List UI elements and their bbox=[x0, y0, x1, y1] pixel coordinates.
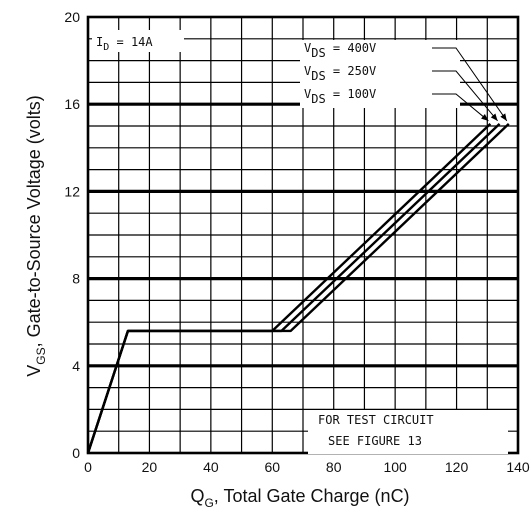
x-tick-label: 0 bbox=[84, 459, 92, 475]
y-tick-label: 12 bbox=[64, 183, 80, 199]
series-layer bbox=[86, 122, 510, 454]
x-tick-label: 120 bbox=[445, 459, 469, 475]
y-tick-label: 20 bbox=[64, 9, 80, 25]
plot-border bbox=[86, 15, 520, 455]
legend-leader-line bbox=[432, 70, 498, 122]
y-tick-label: 0 bbox=[72, 445, 80, 461]
note-line-2: SEE FIGURE 13 bbox=[328, 434, 422, 448]
x-tick-label: 80 bbox=[326, 459, 342, 475]
y-tick-label: 4 bbox=[72, 358, 80, 374]
note-line-1: FOR TEST CIRCUIT bbox=[318, 413, 434, 427]
test-circuit-note: FOR TEST CIRCUIT SEE FIGURE 13 bbox=[308, 410, 508, 454]
legend-arrowhead bbox=[490, 113, 498, 121]
x-tick-label: 40 bbox=[203, 459, 219, 475]
series-line bbox=[86, 122, 510, 454]
x-axis-title: QG, Total Gate Charge (nC) bbox=[190, 486, 409, 510]
legend-label: VDS = 400V bbox=[304, 41, 376, 60]
y-axis-title: VGS, Gate-to-Source Voltage (volts) bbox=[24, 95, 48, 376]
svg-text:ID = 14A: ID = 14A bbox=[96, 35, 153, 53]
x-tick-label: 20 bbox=[142, 459, 158, 475]
plot-frame bbox=[86, 15, 520, 455]
x-tick-label: 140 bbox=[506, 459, 530, 475]
legend-arrowhead bbox=[500, 113, 507, 121]
legend-leader-line bbox=[432, 47, 508, 122]
series-line bbox=[86, 122, 492, 454]
tick-labels: 0 20 40 60 80 100 120 140 0 4 8 12 16 20 bbox=[64, 9, 529, 475]
legend-label: VDS = 250V bbox=[304, 64, 376, 83]
x-tick-label: 60 bbox=[264, 459, 280, 475]
x-tick-label: 100 bbox=[383, 459, 407, 475]
legend: VDS = 400V VDS = 250V VDS = 100V bbox=[300, 40, 508, 122]
legend-label: VDS = 100V bbox=[304, 87, 376, 106]
y-tick-label: 16 bbox=[64, 96, 80, 112]
legend-background bbox=[300, 40, 460, 108]
condition-label: ID = 14A bbox=[92, 30, 184, 53]
legend-arrowhead bbox=[481, 114, 489, 121]
y-tick-label: 8 bbox=[72, 271, 80, 287]
legend-leader-line bbox=[432, 93, 489, 122]
